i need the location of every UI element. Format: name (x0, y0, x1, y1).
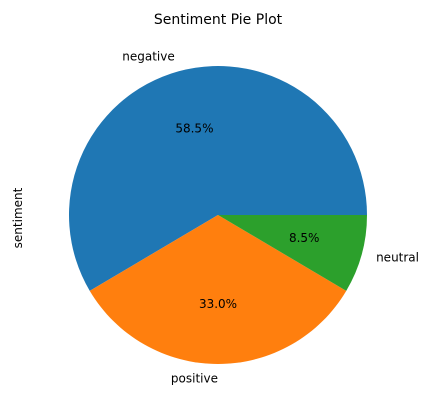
chart-title: Sentiment Pie Plot (154, 12, 283, 28)
pie-slice-positive (89, 215, 347, 364)
pie-slice-neutral (218, 215, 367, 291)
slice-label-neutral: neutral (376, 251, 419, 265)
y-axis-label: sentiment (11, 187, 25, 248)
pie-labels: negative 58.5% positive 33.0% neutral 8.5% (122, 49, 419, 385)
pie-slice-negative (68, 66, 367, 291)
slice-label-negative: negative (122, 49, 174, 63)
slice-percent-negative: 58.5% (175, 121, 213, 135)
slice-percent-neutral: 8.5% (289, 231, 320, 245)
pie-slices (68, 66, 367, 364)
slice-percent-positive: 33.0% (199, 297, 237, 311)
slice-label-positive: positive (171, 371, 218, 385)
